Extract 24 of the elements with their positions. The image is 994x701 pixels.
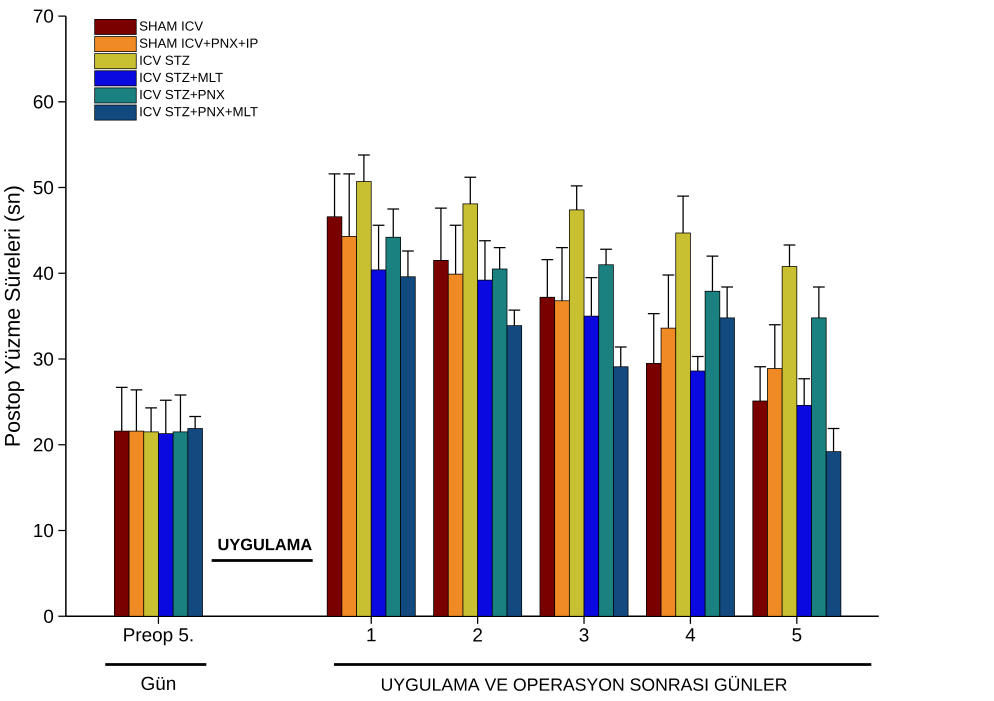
legend-label: ICV STZ+PNX bbox=[140, 90, 225, 100]
legend-label: ICV STZ bbox=[140, 55, 190, 65]
y-axis-title: Postop Yüzme Süreleri (sn) bbox=[4, 186, 24, 446]
text: Gün bbox=[142, 676, 176, 690]
text: UYGULAMA VE OPERASYON SONRASI GÜNLER bbox=[382, 676, 787, 691]
legend-label: SHAM ICV bbox=[140, 21, 204, 31]
x-tick-label: 3 bbox=[579, 628, 588, 642]
legend-label: SHAM ICV+PNX+IP bbox=[140, 38, 258, 48]
y-tick-label: 30 bbox=[34, 352, 54, 366]
x-tick-label: 1 bbox=[367, 628, 376, 642]
y-tick-label: 0 bbox=[44, 609, 54, 623]
y-tick-label: 50 bbox=[34, 180, 54, 194]
legend-label: ICV STZ+MLT bbox=[140, 72, 223, 82]
annotation: UYGULAMA bbox=[218, 538, 312, 550]
x-tick-label: 5 bbox=[792, 628, 802, 642]
x-tick-label: 2 bbox=[473, 628, 482, 642]
x-tick-label: Preop 5. bbox=[124, 628, 192, 646]
y-tick-label: 40 bbox=[33, 266, 54, 280]
y-tick-label: 70 bbox=[34, 9, 54, 23]
y-tick-label: 20 bbox=[34, 438, 54, 452]
y-tick-label: 60 bbox=[34, 94, 54, 108]
y-tick-label: 10 bbox=[34, 524, 54, 538]
legend-label: ICV STZ+PNX+MLT bbox=[140, 106, 258, 116]
x-tick-label: 4 bbox=[686, 628, 696, 642]
